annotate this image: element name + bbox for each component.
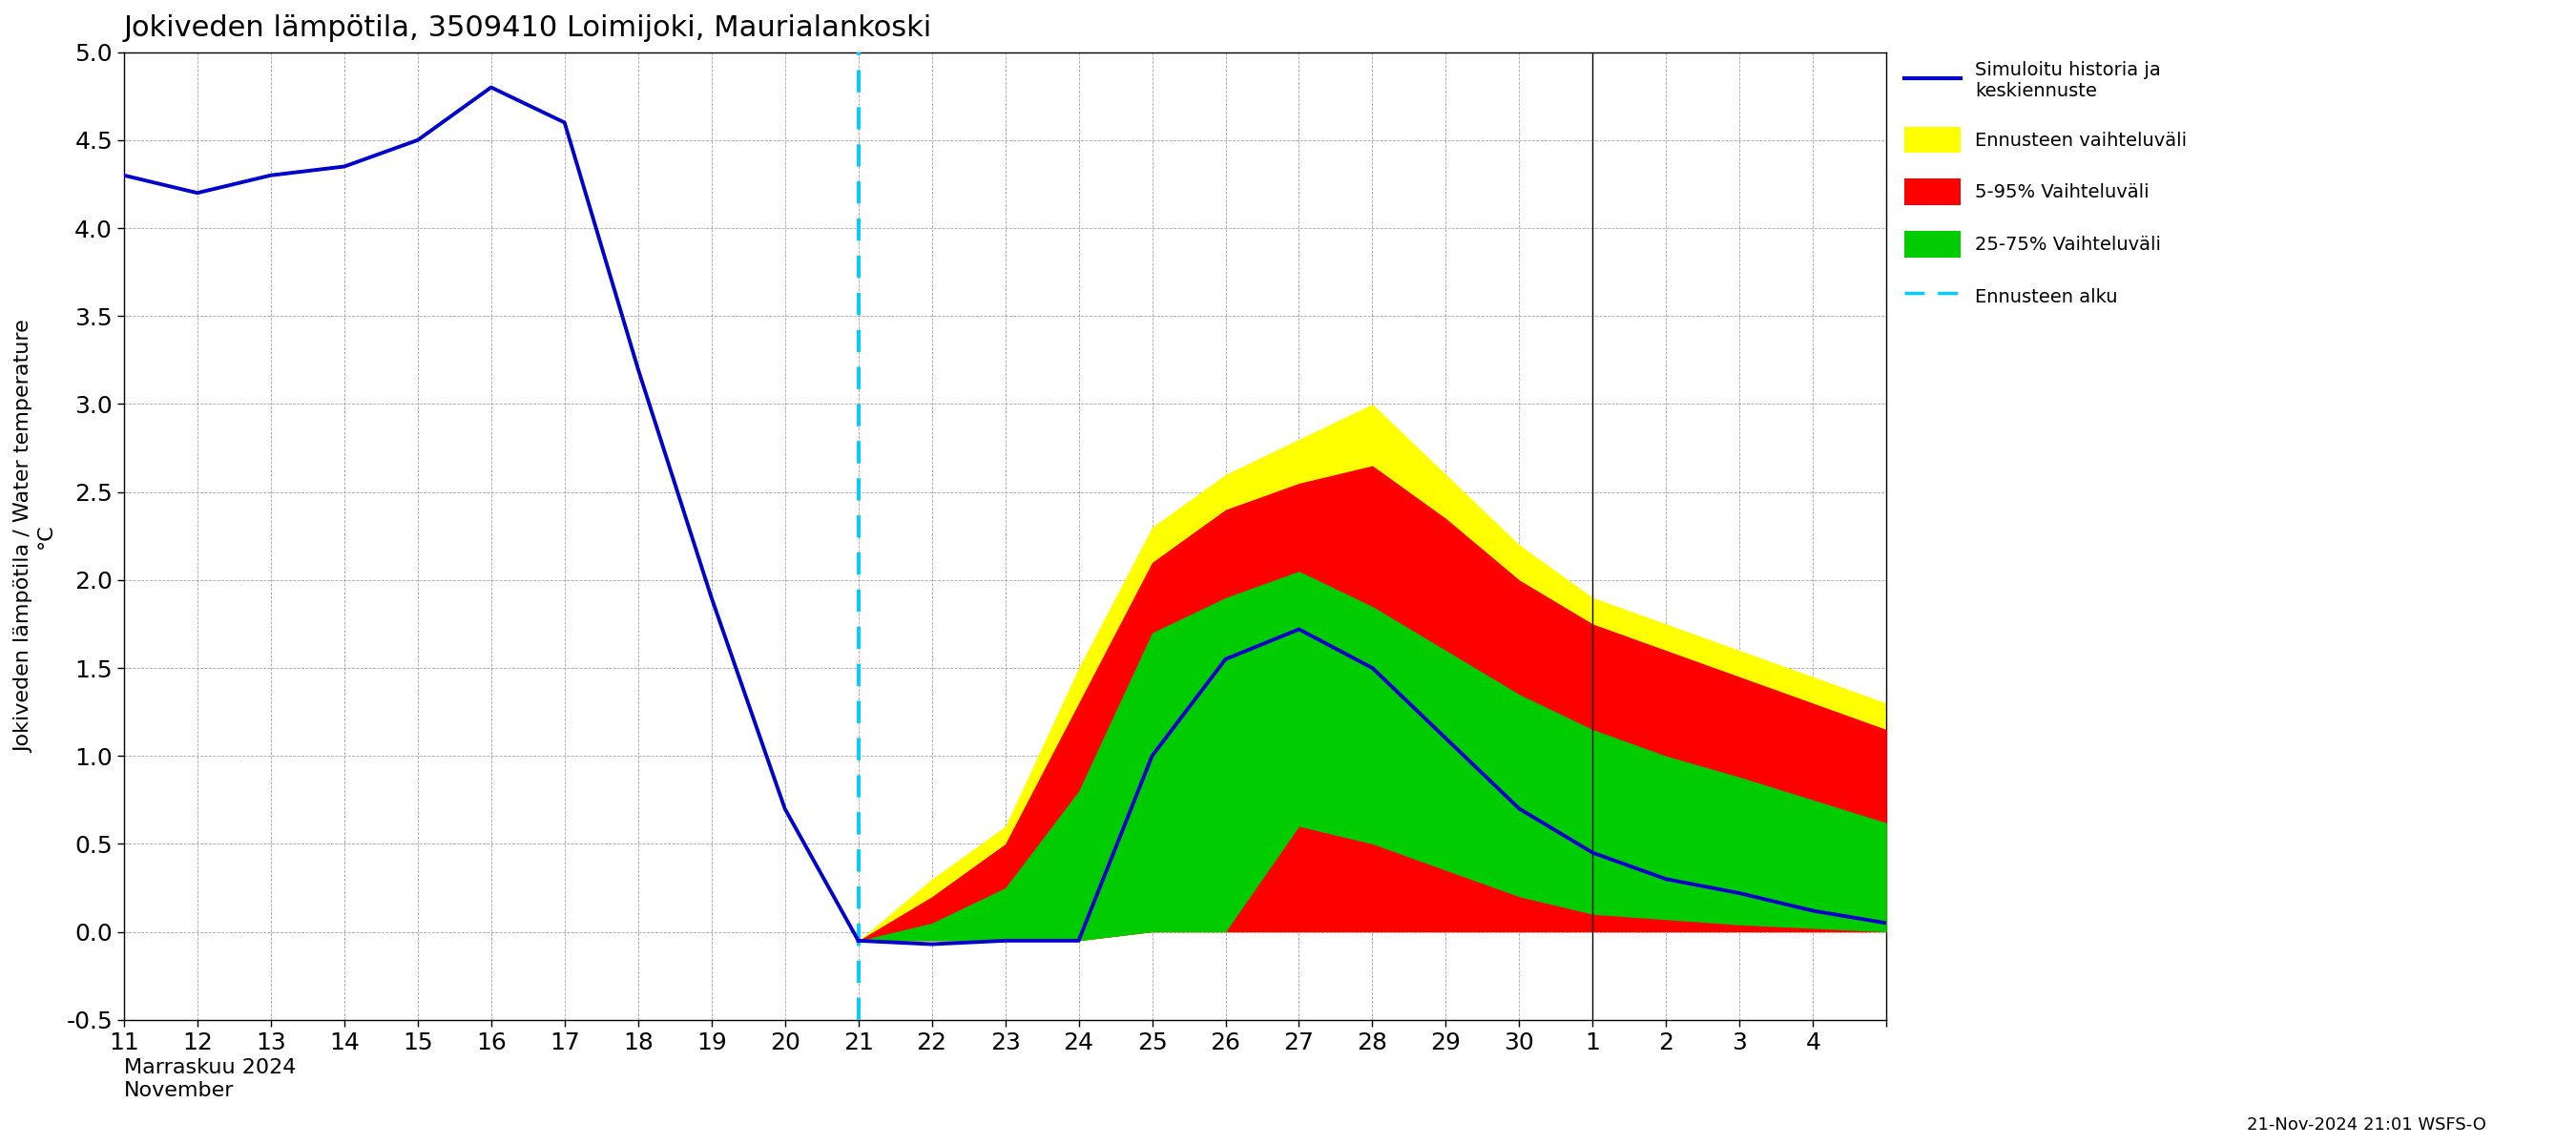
Text: Jokiveden lämpötila, 3509410 Loimijoki, Maurialankoski: Jokiveden lämpötila, 3509410 Loimijoki, … — [124, 14, 933, 42]
Text: 21-Nov-2024 21:01 WSFS-O: 21-Nov-2024 21:01 WSFS-O — [2246, 1116, 2486, 1134]
Y-axis label: Jokiveden lämpötila / Water temperature
°C: Jokiveden lämpötila / Water temperature … — [15, 319, 57, 752]
Legend: Simuloitu historia ja
keskiennuste, Ennusteen vaihteluväli, 5-95% Vaihteluväli, : Simuloitu historia ja keskiennuste, Ennu… — [1904, 62, 2187, 309]
Text: Marraskuu 2024
November: Marraskuu 2024 November — [124, 1059, 296, 1100]
